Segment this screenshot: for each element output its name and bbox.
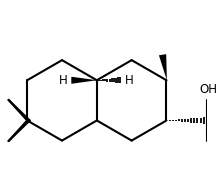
Polygon shape <box>71 77 97 84</box>
Text: H: H <box>125 74 134 87</box>
Polygon shape <box>159 54 167 80</box>
Text: OH: OH <box>200 83 218 96</box>
Text: H: H <box>59 74 67 87</box>
